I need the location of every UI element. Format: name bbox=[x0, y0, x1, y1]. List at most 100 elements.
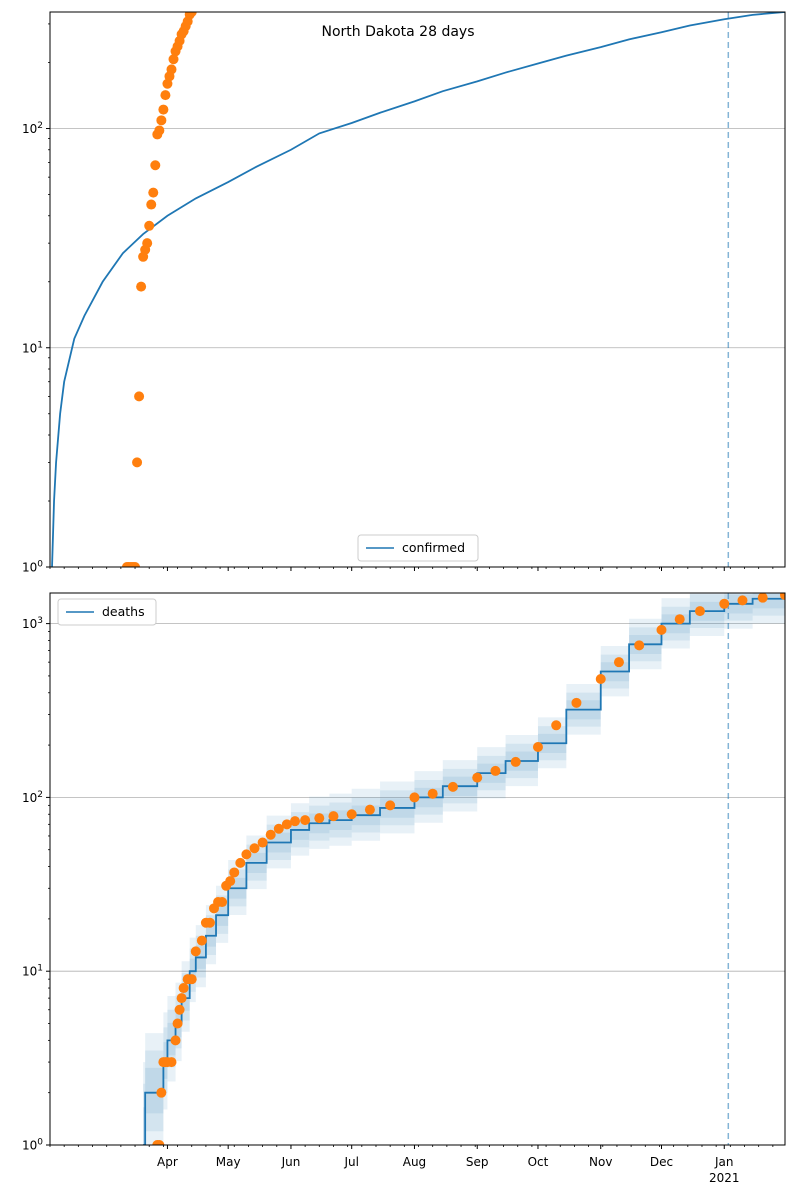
axes-frame bbox=[49, 11, 786, 568]
data-point-observed-deaths bbox=[241, 849, 252, 860]
x-tick: Dec bbox=[650, 1145, 673, 1169]
data-point-observed-deaths bbox=[281, 819, 292, 830]
data-point-observed-deaths bbox=[719, 598, 730, 609]
legend-box bbox=[357, 534, 479, 562]
data-point-observed-deaths bbox=[265, 829, 276, 840]
legend-label-deaths: deaths bbox=[102, 604, 145, 619]
data-point-observed-deaths bbox=[190, 946, 201, 957]
x-tick-label: Jan bbox=[714, 1155, 734, 1169]
x-tick: Nov bbox=[589, 1145, 612, 1169]
data-point-observed-deaths bbox=[235, 857, 246, 868]
data-point-observed-deaths bbox=[176, 993, 187, 1004]
y-tick: 100 bbox=[22, 560, 50, 575]
axes-frame bbox=[49, 592, 786, 1146]
y-tick: 102 bbox=[22, 121, 50, 136]
data-point-observed-deaths bbox=[551, 720, 562, 731]
legend-box bbox=[57, 598, 157, 626]
data-point-observed-deaths bbox=[634, 640, 645, 651]
y-tick-label: 102 bbox=[22, 121, 43, 136]
data-point-observed-confirmed bbox=[146, 199, 157, 210]
y-tick-label: 101 bbox=[22, 340, 43, 355]
series-line-confirmed bbox=[51, 12, 785, 567]
data-point-observed-confirmed bbox=[132, 457, 143, 468]
data-point-observed-deaths bbox=[156, 1087, 167, 1098]
y-tick: 102 bbox=[22, 790, 50, 805]
x-tick: Apr bbox=[157, 1145, 178, 1169]
x-tick-label: Nov bbox=[589, 1155, 612, 1169]
data-point-observed-deaths bbox=[196, 935, 207, 946]
data-point-observed-deaths bbox=[510, 756, 521, 767]
x-tick: Aug bbox=[403, 1145, 426, 1169]
data-point-observed-deaths bbox=[204, 917, 215, 928]
data-point-observed-deaths bbox=[170, 1035, 181, 1046]
x-tick: Sep bbox=[466, 1145, 489, 1169]
data-point-observed-deaths bbox=[225, 876, 236, 887]
x-tick: Jul bbox=[343, 1145, 359, 1169]
data-point-observed-deaths bbox=[780, 593, 785, 601]
data-point-observed-confirmed bbox=[144, 220, 155, 231]
x-tick-sublabel: 2021 bbox=[709, 1171, 740, 1185]
data-point-observed-deaths bbox=[595, 674, 606, 685]
x-tick: Jun bbox=[281, 1145, 300, 1169]
data-point-observed-deaths bbox=[174, 1004, 185, 1015]
data-point-observed-confirmed bbox=[142, 238, 153, 249]
data-point-observed-deaths bbox=[249, 843, 260, 854]
data-point-observed-confirmed bbox=[186, 12, 197, 17]
y-tick-label: 102 bbox=[22, 790, 43, 805]
y-tick: 101 bbox=[22, 964, 50, 979]
confirmed-panel: 100 101 102 North Dakota 28 days confirmed bbox=[22, 11, 786, 575]
data-point-observed-deaths bbox=[257, 837, 268, 848]
data-point-observed-confirmed bbox=[166, 64, 177, 75]
data-point-observed-confirmed bbox=[148, 187, 159, 198]
y-tick-label: 100 bbox=[22, 1138, 43, 1153]
y-tick-label: 100 bbox=[22, 560, 43, 575]
deaths-legend: deaths bbox=[57, 598, 157, 626]
data-point-observed-confirmed bbox=[160, 90, 171, 101]
data-point-observed-deaths bbox=[217, 897, 228, 908]
y-tick-label: 103 bbox=[22, 616, 43, 631]
data-point-observed-deaths bbox=[737, 595, 748, 606]
data-point-observed-deaths bbox=[613, 657, 624, 668]
data-point-observed-confirmed bbox=[130, 562, 141, 567]
y-tick: 100 bbox=[22, 1138, 50, 1153]
data-point-observed-deaths bbox=[178, 983, 189, 994]
x-tick-label: Apr bbox=[157, 1155, 178, 1169]
data-point-observed-confirmed bbox=[136, 281, 147, 292]
series-line-deaths bbox=[143, 595, 785, 1145]
x-tick: May bbox=[216, 1145, 241, 1169]
data-point-observed-deaths bbox=[571, 697, 582, 708]
data-point-observed-confirmed bbox=[158, 104, 169, 115]
x-tick-label: Dec bbox=[650, 1155, 673, 1169]
y-tick: 103 bbox=[22, 616, 50, 631]
data-point-observed-deaths bbox=[166, 1057, 177, 1068]
data-point-observed-confirmed bbox=[154, 125, 165, 136]
data-point-observed-deaths bbox=[154, 1140, 165, 1145]
x-tick-label: Sep bbox=[466, 1155, 489, 1169]
data-point-observed-deaths bbox=[532, 741, 543, 752]
data-point-observed-deaths bbox=[314, 813, 325, 824]
data-point-observed-deaths bbox=[328, 811, 339, 822]
data-point-observed-deaths bbox=[346, 809, 357, 820]
data-point-observed-deaths bbox=[694, 606, 705, 617]
data-point-observed-deaths bbox=[364, 804, 375, 815]
data-point-observed-deaths bbox=[385, 800, 396, 811]
data-point-observed-deaths bbox=[172, 1018, 183, 1029]
data-point-observed-confirmed bbox=[150, 160, 161, 171]
data-point-observed-deaths bbox=[300, 815, 311, 826]
x-tick-label: Aug bbox=[403, 1155, 426, 1169]
data-point-observed-deaths bbox=[447, 781, 458, 792]
x-tick-label: Oct bbox=[528, 1155, 549, 1169]
data-point-observed-deaths bbox=[472, 772, 483, 783]
data-point-observed-deaths bbox=[427, 788, 438, 799]
confirmed-legend: confirmed bbox=[357, 534, 479, 562]
y-tick-label: 101 bbox=[22, 964, 43, 979]
chart-title: North Dakota 28 days bbox=[322, 24, 475, 40]
legend-label-confirmed: confirmed bbox=[402, 540, 465, 555]
x-tick: Oct bbox=[528, 1145, 549, 1169]
data-point-observed-confirmed bbox=[134, 391, 145, 402]
data-point-observed-deaths bbox=[186, 974, 197, 985]
data-point-observed-deaths bbox=[757, 593, 768, 603]
data-point-observed-deaths bbox=[290, 816, 300, 827]
data-point-observed-deaths bbox=[229, 867, 240, 878]
